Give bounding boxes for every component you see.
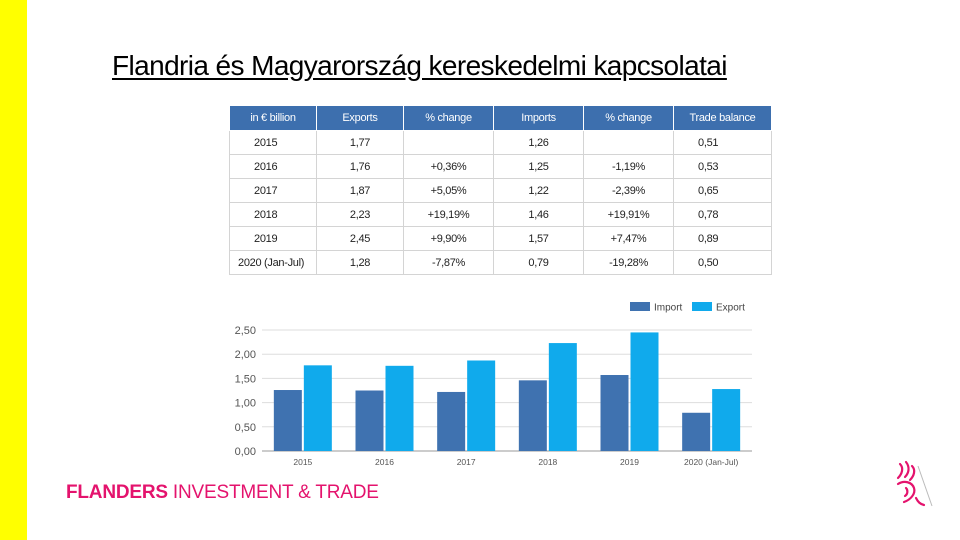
table-cell: 1,25 [493,154,584,179]
table-header-row: in € billion Exports % change Imports % … [229,105,772,131]
table-row: 2020 (Jan-Jul) 1,28 -7,87% 0,79 -19,28% 0,50 [229,250,772,275]
table-cell: +0,36% [403,154,494,179]
x-tick-label: 2015 [293,457,312,467]
y-tick-label: 2,00 [235,349,256,361]
table-cell: -2,39% [583,178,674,203]
table-cell: 1,87 [316,178,404,203]
bar-export [712,389,741,451]
table-cell: +5,05% [403,178,494,203]
bar-import [518,380,547,451]
brand-rest: INVESTMENT & TRADE [167,482,379,503]
table-cell: 2016 [229,154,317,179]
table-row: 2015 1,77 1,26 0,51 [229,130,772,155]
legend-label: Export [716,303,745,314]
table-cell: 0,65 [673,178,772,203]
flanders-investment-trade-logo: FLANDERS INVESTMENT & TRADE [66,482,379,504]
bar-export [303,365,332,451]
table-cell: -7,87% [403,250,494,275]
y-tick-label: 0,50 [235,422,256,434]
table-cell: +9,90% [403,226,494,251]
bar-export [385,365,414,451]
bar-export [630,332,659,451]
brand-bold: FLANDERS [66,482,168,503]
x-tick-label: 2017 [457,457,476,467]
legend-swatch-export [692,302,712,311]
x-tick-label: 2016 [375,457,394,467]
header-trade-balance: Trade balance [673,105,772,131]
bar-export [467,360,496,451]
table-cell: 2015 [229,130,317,155]
table-cell: 1,22 [493,178,584,203]
legend-swatch-import [630,302,650,311]
table-cell: -19,28% [583,250,674,275]
bar-import [437,391,466,451]
yellow-accent-stripe [0,0,27,540]
y-tick-label: 0,00 [235,446,256,458]
table-cell: 2019 [229,226,317,251]
table-cell: 1,46 [493,202,584,227]
table-row: 2018 2,23 +19,19% 1,46 +19,91% 0,78 [229,202,772,227]
table-cell: 0,51 [673,130,772,155]
flemish-lion-icon [896,460,933,507]
header-export-change: % change [403,105,494,131]
legend-label: Import [654,303,683,314]
table-cell [583,130,674,155]
bar-import [273,390,302,451]
table-cell: 2018 [229,202,317,227]
table-cell: 1,77 [316,130,404,155]
table-cell: 0,79 [493,250,584,275]
table-cell: 2,23 [316,202,404,227]
table-body: 2015 1,77 1,26 0,51 2016 1,76 +0,36% 1,25 -1,19%… [229,130,772,275]
bar-import [355,390,384,451]
trade-bar-chart: 0,00 0,50 1,00 1,50 2,00 2,50 2015 2016 2017 2018… [235,302,752,467]
table-cell: +19,91% [583,202,674,227]
header-exports: Exports [316,105,404,131]
page-title: Flandria és Magyarország kereskedelmi ka… [112,50,727,81]
table-cell: 0,78 [673,202,772,227]
x-tick-label: 2020 (Jan-Jul) [684,457,739,467]
table-cell: +7,47% [583,226,674,251]
x-tick-label: 2018 [538,457,557,467]
table-cell: 1,26 [493,130,584,155]
table-cell: -1,19% [583,154,674,179]
table-row: 2017 1,87 +5,05% 1,22 -2,39% 0,65 [229,178,772,203]
header-unit: in € billion [229,105,317,131]
table-cell: +19,19% [403,202,494,227]
bar-export [548,343,577,451]
x-tick-label: 2019 [620,457,639,467]
table-row: 2016 1,76 +0,36% 1,25 -1,19% 0,53 [229,154,772,179]
table-cell: 2017 [229,178,317,203]
table-cell: 0,50 [673,250,772,275]
table-cell: 2,45 [316,226,404,251]
table-cell: 0,89 [673,226,772,251]
table-cell: 1,28 [316,250,404,275]
bar-import [600,375,629,451]
table-row: 2019 2,45 +9,90% 1,57 +7,47% 0,89 [229,226,772,251]
table-cell: 0,53 [673,154,772,179]
header-import-change: % change [583,105,674,131]
y-tick-label: 1,50 [235,373,256,385]
table-cell: 1,76 [316,154,404,179]
table-cell: 1,57 [493,226,584,251]
table-cell [403,130,494,155]
bar-import [682,412,711,451]
y-tick-label: 1,00 [235,398,256,410]
header-imports: Imports [493,105,584,131]
y-tick-label: 2,50 [235,325,256,337]
trade-table: in € billion Exports % change Imports % … [229,105,772,275]
table-cell: 2020 (Jan-Jul) [229,250,317,275]
